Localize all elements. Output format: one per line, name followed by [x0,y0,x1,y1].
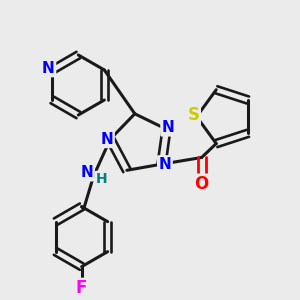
Text: N: N [100,132,113,147]
Text: N: N [81,165,93,180]
Text: F: F [76,279,87,297]
Text: N: N [158,157,171,172]
Text: O: O [194,175,209,193]
Text: S: S [187,106,199,124]
Text: N: N [162,120,175,135]
Text: H: H [96,172,108,186]
Text: N: N [42,61,55,76]
